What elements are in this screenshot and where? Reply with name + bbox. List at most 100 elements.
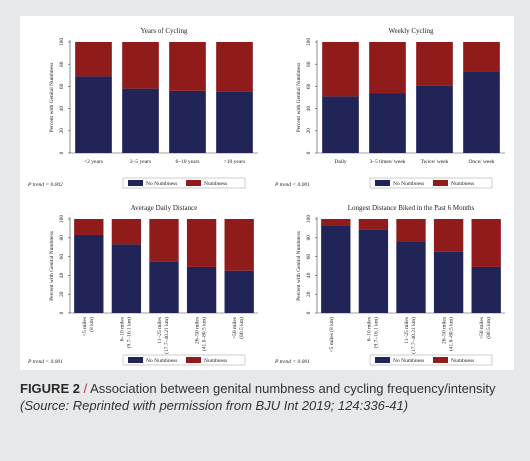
x-tick-label: >10 years <box>224 159 246 165</box>
p-trend: P trend < 0.001 <box>274 359 310 365</box>
bar-numbness <box>322 42 359 97</box>
legend-swatch-no-numbness <box>375 180 390 186</box>
y-axis-label: Percent with Genital Numbness <box>296 63 302 133</box>
y-tick-label: 100 <box>306 38 312 47</box>
figure-panel: Years of Cycling Percent with Genital Num… <box>20 16 514 370</box>
caption-text: Association between genital numbness and… <box>90 381 496 396</box>
bar-numbness <box>224 219 254 271</box>
y-tick-label: 100 <box>59 215 65 224</box>
bar-numbness <box>75 42 112 77</box>
y-axis-label: Percent with Genital Numbness <box>49 63 55 133</box>
y-tick-label: 60 <box>59 83 65 89</box>
legend-box <box>369 354 493 366</box>
bar-no-numbness <box>358 229 389 313</box>
y-tick-label: 40 <box>59 106 65 112</box>
legend-label-numbness: Numbness <box>204 358 227 364</box>
legend-label-no-numbness: No Numbness <box>146 358 177 364</box>
chart-title: Longest Distance Biked in the Past 6 Mon… <box>348 204 475 212</box>
x-tick-label: 11–25 miles <box>404 317 410 344</box>
bar-numbness <box>396 219 426 242</box>
caption-line: FIGURE 2 / Association between genital n… <box>20 380 515 397</box>
y-tick-label: 80 <box>59 235 65 241</box>
figure-label: FIGURE 2 <box>20 381 80 396</box>
x-tick-label: (41.8–80.5 km) <box>448 317 455 351</box>
chart-title: Average Daily Distance <box>131 204 198 212</box>
bar-numbness <box>358 219 389 230</box>
legend-box <box>122 354 246 366</box>
legend-label-no-numbness: No Numbness <box>146 181 177 187</box>
bar-numbness <box>321 219 351 226</box>
x-tick-label: Once/ week <box>468 159 494 165</box>
x-tick-label: (9.7–16.1 km) <box>372 317 379 348</box>
bar-no-numbness <box>149 261 179 313</box>
y-tick-label: 0 <box>59 151 65 154</box>
legend-swatch-numbness <box>186 357 201 363</box>
x-tick-label: 26–50 miles <box>442 317 448 344</box>
figure-caption: FIGURE 2 / Association between genital n… <box>20 380 515 414</box>
p-trend: P trend = 0.002 <box>27 182 63 188</box>
y-tick-label: 0 <box>59 311 65 314</box>
bar-numbness <box>416 42 453 86</box>
x-tick-label: 26–50 miles <box>195 317 201 344</box>
bar-numbness <box>74 219 104 235</box>
x-tick-label: 3–5 times/ week <box>369 159 405 165</box>
legend-label-no-numbness: No Numbness <box>393 358 424 364</box>
legend: No Numbness Numbness <box>122 354 246 366</box>
y-axis-label: Percent with Genital Numbness <box>296 231 302 301</box>
bar-no-numbness <box>111 244 142 313</box>
legend-swatch-numbness <box>433 357 448 363</box>
bar-no-numbness <box>471 266 501 313</box>
bar-no-numbness <box>463 71 500 153</box>
y-tick-label: 20 <box>306 128 312 134</box>
x-tick-label: <5 miles <box>82 317 88 336</box>
x-tick-label: >50 miles <box>479 317 485 339</box>
bar-numbness <box>471 219 501 267</box>
x-tick-label: (41.8–80.5 km) <box>201 317 208 351</box>
bar-no-numbness <box>169 90 206 153</box>
y-tick-label: 0 <box>306 311 312 314</box>
p-trend: P trend < 0.001 <box>27 359 63 365</box>
bar-numbness <box>111 219 142 245</box>
legend-swatch-no-numbness <box>128 180 143 186</box>
legend-swatch-no-numbness <box>128 357 143 363</box>
x-tick-label: 6–10 miles <box>366 317 372 341</box>
bar-no-numbness <box>75 76 112 153</box>
bar-no-numbness <box>433 251 464 313</box>
x-tick-label: 6–10 miles <box>119 317 125 341</box>
y-tick-label: 60 <box>306 254 312 260</box>
legend-box <box>369 177 493 189</box>
x-tick-label: (17.7–40.21 km) <box>410 317 417 354</box>
legend-swatch-numbness <box>433 180 448 186</box>
y-tick-label: 80 <box>59 61 65 67</box>
y-tick-label: 80 <box>306 235 312 241</box>
y-tick-label: 100 <box>306 215 312 224</box>
bar-no-numbness <box>224 270 254 313</box>
y-tick-label: 40 <box>306 272 312 278</box>
bar-no-numbness <box>186 266 217 313</box>
legend: No Numbness Numbness <box>369 177 493 189</box>
chart-weekly-cycling: Weekly Cycling Percent with Genital Numbn… <box>274 27 505 189</box>
x-tick-label: <2 years <box>84 159 103 165</box>
p-trend: P trend < 0.001 <box>274 182 310 188</box>
y-tick-label: 80 <box>306 61 312 67</box>
bar-numbness <box>463 42 500 72</box>
chart-title: Years of Cycling <box>140 27 188 35</box>
bar-numbness <box>169 42 206 91</box>
x-tick-label: Daily <box>334 159 346 165</box>
bar-no-numbness <box>216 91 253 153</box>
caption-separator: / <box>83 381 88 396</box>
bar-no-numbness <box>396 241 426 313</box>
bar-no-numbness <box>369 93 406 153</box>
bar-no-numbness <box>322 96 359 153</box>
legend: No Numbness Numbness <box>122 177 246 189</box>
bar-no-numbness <box>74 234 104 313</box>
chart-longest-distance: Longest Distance Biked in the Past 6 Mon… <box>274 204 505 366</box>
bar-no-numbness <box>122 88 159 153</box>
x-tick-label: >50 miles <box>232 317 238 339</box>
bar-numbness <box>369 42 406 94</box>
legend-label-numbness: Numbness <box>451 358 474 364</box>
x-tick-label: 11–25 miles <box>157 317 163 344</box>
y-tick-label: 60 <box>59 254 65 260</box>
y-tick-label: 40 <box>59 272 65 278</box>
bar-numbness <box>149 219 179 262</box>
